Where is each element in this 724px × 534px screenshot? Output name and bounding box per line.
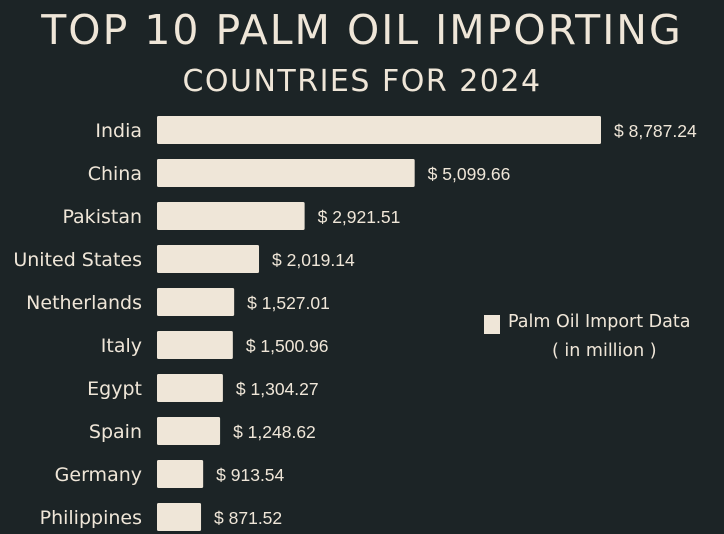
value-label-germany: $ 913.54	[216, 465, 284, 485]
value-label-netherlands: $ 1,527.01	[247, 293, 330, 313]
value-label-china: $ 5,099.66	[428, 164, 511, 184]
value-label-pakistan: $ 2,921.51	[318, 207, 401, 227]
bar-spain	[157, 417, 221, 445]
category-label-united-states: United States	[13, 249, 142, 271]
category-label-china: China	[88, 163, 142, 185]
legend-swatch	[484, 315, 500, 334]
bar-philippines	[157, 503, 202, 531]
category-label-germany: Germany	[55, 464, 142, 486]
bar-pakistan	[157, 202, 305, 230]
value-label-india: $ 8,787.24	[614, 121, 697, 141]
category-label-egypt: Egypt	[87, 378, 142, 400]
value-label-italy: $ 1,500.96	[246, 336, 329, 356]
bar-germany	[157, 460, 204, 488]
legend-label: Palm Oil Import Data	[508, 312, 691, 332]
bar-india	[157, 116, 601, 144]
value-label-spain: $ 1,248.62	[233, 422, 316, 442]
bar-italy	[157, 331, 233, 359]
category-label-spain: Spain	[89, 421, 142, 443]
chart-title: TOP 10 PALM OIL IMPORTING	[41, 6, 683, 54]
bar-netherlands	[157, 288, 235, 316]
bar-egypt	[157, 374, 223, 402]
category-label-pakistan: Pakistan	[62, 206, 142, 228]
legend-sublabel: ( in million )	[552, 341, 657, 361]
bar-china	[157, 159, 415, 187]
value-label-egypt: $ 1,304.27	[236, 379, 319, 399]
bar-united-states	[157, 245, 260, 273]
category-label-philippines: Philippines	[40, 507, 142, 529]
chart-subtitle: COUNTRIES FOR 2024	[182, 64, 542, 99]
category-label-italy: Italy	[101, 335, 142, 357]
category-label-netherlands: Netherlands	[26, 292, 142, 314]
value-label-philippines: $ 871.52	[214, 508, 282, 528]
category-label-india: India	[95, 120, 142, 142]
value-label-united-states: $ 2,019.14	[272, 250, 355, 270]
